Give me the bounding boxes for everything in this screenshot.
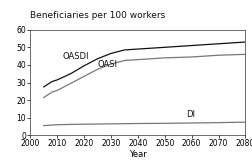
Text: OASI: OASI xyxy=(97,60,117,69)
Text: DI: DI xyxy=(185,110,195,119)
Text: OASDI: OASDI xyxy=(62,52,89,61)
Text: Beneficiaries per 100 workers: Beneficiaries per 100 workers xyxy=(30,11,165,20)
X-axis label: Year: Year xyxy=(129,150,146,159)
